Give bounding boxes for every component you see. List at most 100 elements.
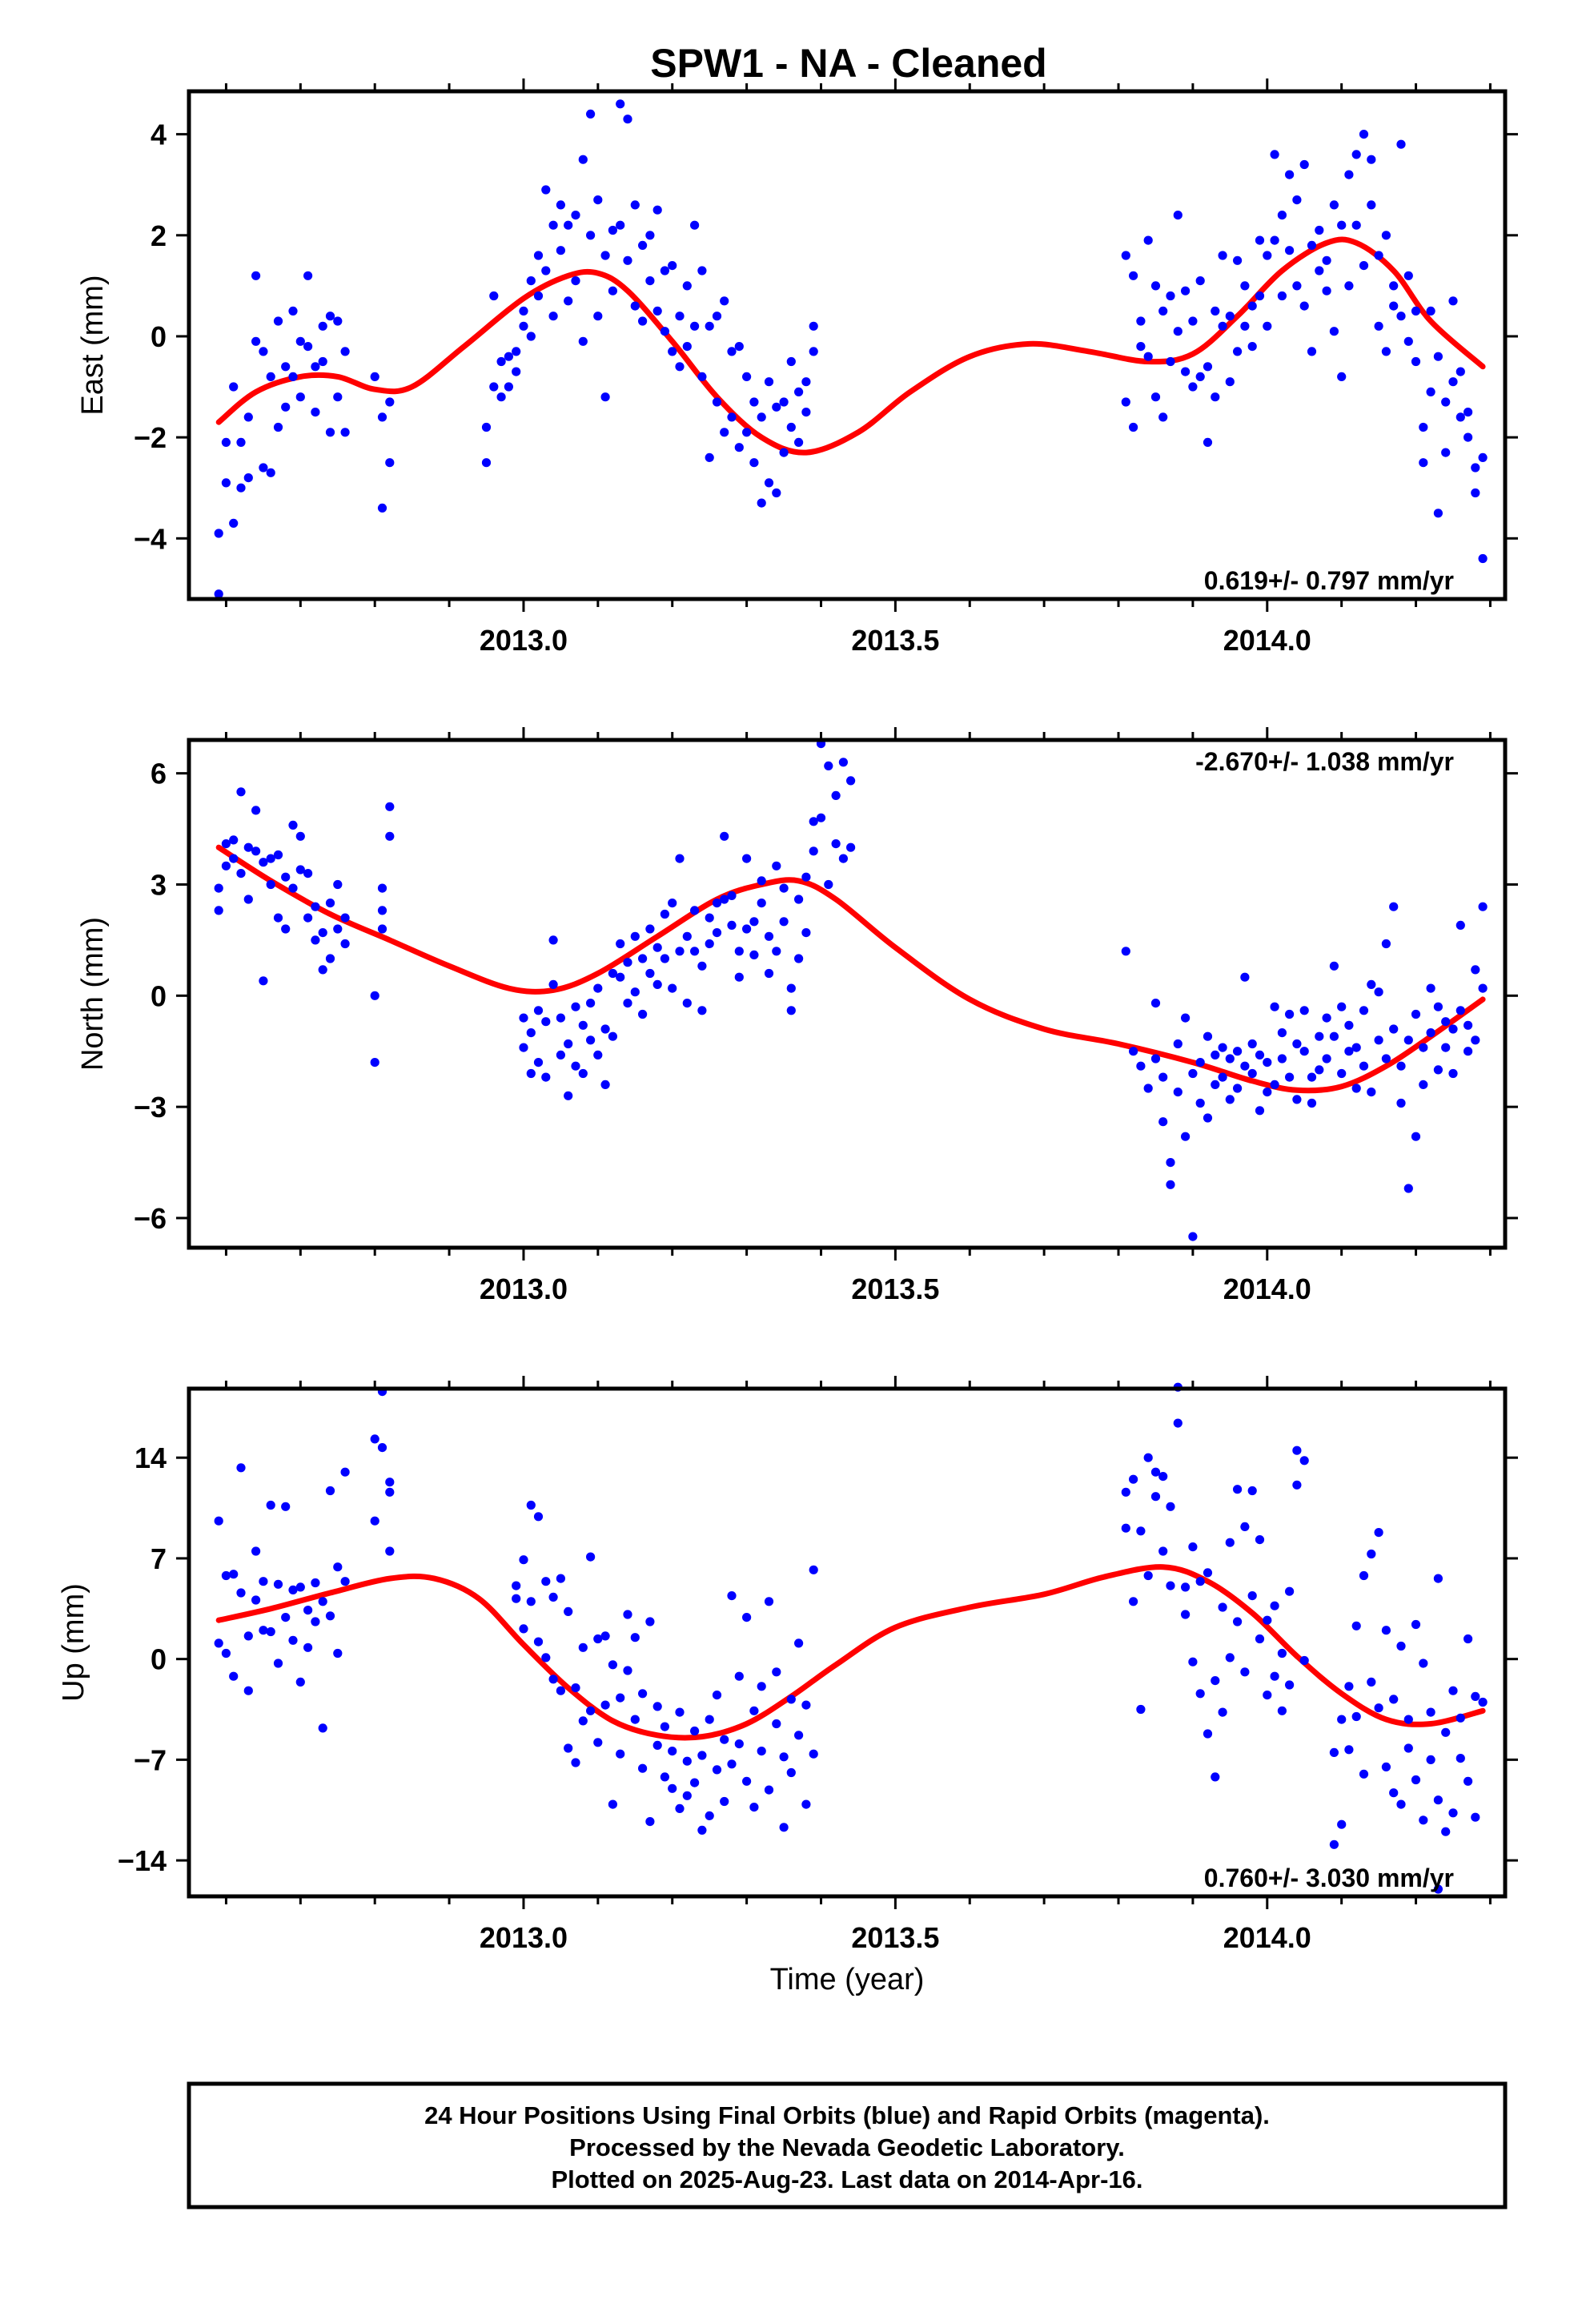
x-tick-label: 2014.0 [1223, 1921, 1311, 1954]
data-point [697, 961, 707, 971]
data-point [764, 968, 774, 979]
data-point [675, 947, 685, 956]
data-point [1337, 1002, 1347, 1011]
data-point [1315, 1065, 1324, 1075]
data-point [1307, 1098, 1317, 1108]
data-point [838, 854, 848, 863]
data-point [712, 1691, 722, 1700]
data-point [243, 412, 253, 422]
data-point [1374, 321, 1383, 331]
data-point [1285, 1072, 1295, 1082]
data-point [757, 876, 766, 886]
data-point [600, 1700, 610, 1710]
data-point [734, 342, 744, 352]
data-point [340, 428, 350, 437]
data-point [519, 321, 528, 331]
data-point [1158, 1472, 1168, 1482]
data-point [616, 99, 625, 109]
data-point [556, 1050, 566, 1059]
footer-line: 24 Hour Positions Using Final Orbits (bl… [424, 2101, 1270, 2129]
data-point [749, 917, 759, 927]
y-tick-label: 4 [151, 119, 167, 151]
data-point [734, 1739, 744, 1749]
data-point [1359, 1769, 1369, 1779]
data-point [281, 924, 291, 934]
data-point [1299, 159, 1309, 170]
data-point [712, 312, 722, 321]
data-point [533, 1058, 544, 1068]
data-point [556, 200, 566, 210]
data-point [1150, 1054, 1161, 1063]
data-point [682, 281, 692, 291]
data-point [303, 342, 313, 352]
data-point [638, 240, 648, 250]
data-point [340, 1577, 350, 1586]
data-point [1433, 1002, 1443, 1011]
data-point [1270, 1080, 1279, 1089]
data-point [720, 296, 729, 306]
data-point [1136, 1061, 1146, 1071]
data-point [1381, 1626, 1391, 1635]
data-point [259, 858, 268, 867]
data-point [311, 362, 320, 372]
data-point [333, 392, 343, 402]
data-point [1299, 301, 1309, 311]
data-point [772, 402, 781, 412]
data-point [311, 935, 320, 945]
data-point [1285, 1009, 1295, 1019]
data-point [385, 1487, 395, 1497]
data-point [586, 231, 596, 240]
page-title: SPW1 - NA - Cleaned [650, 41, 1046, 86]
data-point [1381, 347, 1391, 356]
data-point [630, 301, 640, 311]
data-point [593, 195, 603, 205]
data-point [668, 347, 677, 356]
data-point [638, 1009, 648, 1019]
data-point [236, 1588, 246, 1598]
data-point [652, 943, 662, 952]
data-point [519, 1013, 528, 1023]
data-point [1129, 1047, 1138, 1056]
data-point [616, 939, 625, 949]
data-point [623, 958, 632, 967]
axis-layer: −6 −3 0 3 6 2013.0 2013.5 2014.0 [134, 727, 1518, 1305]
data-point [229, 854, 239, 863]
data-point [675, 362, 685, 372]
data-point [295, 865, 305, 875]
data-point [697, 1825, 707, 1835]
data-point [794, 1638, 804, 1648]
data-point [593, 1050, 603, 1059]
data-point [1188, 316, 1198, 326]
data-point [1277, 211, 1287, 220]
plot-frame [187, 1386, 1508, 1899]
data-point [1188, 1657, 1198, 1667]
data-point [690, 1778, 700, 1787]
data-point [578, 1716, 588, 1726]
data-point [1233, 1485, 1243, 1494]
axis-layer: −14 −7 0 7 14 2013.0 2013.5 2014.0 [118, 1376, 1518, 1954]
data-point [809, 1749, 818, 1759]
data-point [690, 220, 700, 230]
data-point [325, 899, 335, 908]
data-point [1464, 432, 1473, 442]
data-point [623, 999, 632, 1008]
data-point [281, 1613, 291, 1622]
data-point [266, 468, 275, 477]
data-point [1218, 251, 1227, 260]
data-point [1456, 920, 1465, 930]
data-point [1344, 1020, 1354, 1030]
data-point [533, 1512, 544, 1522]
data-point [772, 1719, 781, 1729]
data-point [660, 266, 670, 275]
data-point [838, 758, 848, 767]
data-point [548, 935, 558, 945]
data-point [564, 1091, 573, 1100]
data-point [690, 1726, 700, 1736]
data-point [682, 1791, 692, 1800]
data-point [1203, 1568, 1213, 1578]
data-point [526, 276, 536, 286]
x-tick-label: 2013.5 [851, 1273, 939, 1305]
data-point [705, 1811, 714, 1820]
y-tick-label: 7 [151, 1542, 167, 1575]
data-point [1322, 1013, 1331, 1023]
